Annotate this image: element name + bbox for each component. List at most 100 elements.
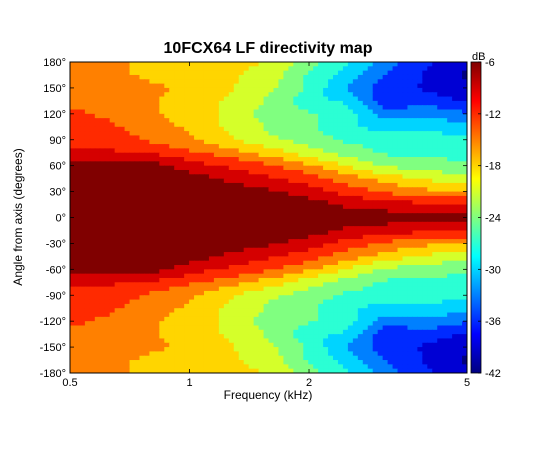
heatmap-cell: [70, 144, 76, 149]
heatmap-cell: [119, 118, 126, 124]
heatmap-cell: [79, 200, 86, 206]
heatmap-cell: [308, 273, 314, 279]
heatmap-cell: [199, 157, 205, 162]
heatmap-cell: [70, 269, 76, 275]
heatmap-cell: [124, 191, 131, 197]
heatmap-cell: [199, 165, 205, 171]
heatmap-cell: [422, 92, 428, 98]
heatmap-cell: [243, 118, 250, 124]
heatmap-cell: [342, 277, 349, 283]
heatmap-cell: [139, 100, 146, 106]
heatmap-cell: [109, 329, 116, 335]
heatmap-cell: [184, 247, 190, 253]
heatmap-cell: [427, 118, 433, 124]
heatmap-cell: [70, 165, 76, 171]
heatmap-cell: [263, 277, 270, 283]
heatmap-cell: [462, 135, 467, 141]
heatmap-cell: [313, 217, 319, 223]
heatmap-cell: [84, 295, 91, 301]
heatmap-cell: [442, 221, 448, 227]
heatmap-cell: [134, 148, 141, 154]
heatmap-cell: [278, 256, 284, 262]
heatmap-cell: [134, 66, 141, 72]
heatmap-cell: [357, 204, 364, 210]
heatmap-cell: [308, 126, 314, 132]
heatmap-cell: [447, 256, 453, 262]
heatmap-cell: [367, 122, 374, 128]
heatmap-cell: [174, 195, 180, 201]
heatmap-cell: [139, 260, 146, 266]
heatmap-cell: [303, 295, 309, 301]
heatmap-cell: [263, 295, 270, 301]
heatmap-cell: [70, 273, 76, 279]
heatmap-cell: [223, 87, 230, 93]
heatmap-cell: [119, 122, 126, 128]
heatmap-cell: [278, 161, 284, 167]
heatmap-cell: [293, 260, 299, 266]
heatmap-cell: [422, 256, 428, 262]
heatmap-cell: [258, 161, 265, 167]
heatmap-cell: [392, 316, 399, 322]
heatmap-cell: [372, 282, 379, 288]
heatmap-cell: [208, 96, 215, 102]
heatmap-cell: [462, 182, 467, 188]
heatmap-cell: [328, 195, 334, 201]
heatmap-cell: [189, 221, 195, 227]
heatmap-cell: [213, 113, 220, 119]
heatmap-cell: [228, 122, 235, 128]
heatmap-cell: [347, 139, 354, 145]
heatmap-cell: [84, 308, 91, 314]
heatmap-cell: [298, 83, 304, 89]
heatmap-cell: [303, 269, 309, 275]
heatmap-cell: [382, 295, 389, 301]
heatmap-cell: [337, 286, 344, 292]
heatmap-cell: [238, 321, 245, 327]
heatmap-cell: [194, 269, 200, 275]
heatmap-cell: [99, 299, 106, 305]
heatmap-cell: [392, 204, 399, 210]
heatmap-cell: [367, 169, 374, 175]
heatmap-cell: [203, 277, 210, 283]
heatmap-cell: [407, 144, 414, 149]
heatmap-cell: [94, 290, 101, 296]
heatmap-cell: [189, 100, 195, 106]
heatmap-cell: [303, 96, 309, 102]
heatmap-cell: [313, 269, 319, 275]
heatmap-cell: [318, 105, 324, 111]
heatmap-cell: [397, 226, 404, 232]
heatmap-cell: [164, 126, 170, 132]
heatmap-cell: [99, 182, 106, 188]
heatmap-cell: [184, 187, 190, 193]
heatmap-cell: [203, 243, 210, 249]
heatmap-cell: [139, 109, 146, 115]
heatmap-cell: [377, 321, 384, 327]
heatmap-cell: [397, 165, 404, 171]
heatmap-cell: [427, 178, 433, 184]
heatmap-cell: [273, 83, 280, 89]
heatmap-cell: [233, 308, 240, 314]
heatmap-cell: [70, 105, 76, 111]
heatmap-cell: [427, 316, 433, 322]
heatmap-cell: [184, 204, 190, 210]
heatmap-cell: [308, 79, 314, 85]
heatmap-cell: [318, 252, 324, 257]
heatmap-cell: [288, 265, 294, 270]
heatmap-cell: [462, 282, 467, 288]
heatmap-cell: [452, 83, 458, 89]
heatmap-cell: [333, 131, 339, 137]
heatmap-cell: [342, 122, 349, 128]
heatmap-cell: [213, 62, 220, 67]
heatmap-cell: [213, 74, 220, 80]
heatmap-cell: [452, 247, 458, 253]
heatmap-cell: [134, 70, 141, 76]
heatmap-cell: [337, 113, 344, 119]
heatmap-cell: [89, 200, 96, 206]
heatmap-cell: [323, 200, 329, 206]
heatmap-cell: [347, 161, 354, 167]
heatmap-cell: [139, 230, 146, 236]
heatmap-cell: [427, 100, 433, 106]
heatmap-cell: [74, 131, 81, 137]
heatmap-cell: [263, 191, 270, 197]
heatmap-cell: [422, 303, 428, 309]
heatmap-cell: [347, 178, 354, 184]
